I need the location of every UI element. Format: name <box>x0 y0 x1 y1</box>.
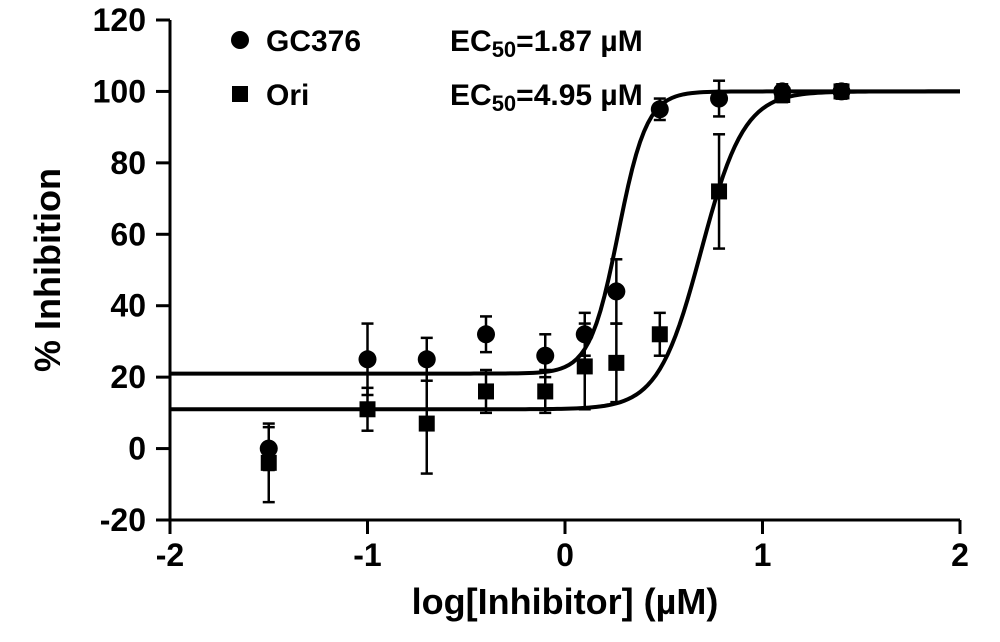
marker-square <box>537 383 553 399</box>
marker-circle <box>418 350 436 368</box>
y-tick-label: -20 <box>100 502 146 538</box>
y-tick-label: 120 <box>93 2 146 38</box>
legend-ec50-gc376: EC50=1.87 µM <box>450 25 643 62</box>
marker-square <box>360 401 376 417</box>
marker-circle <box>536 347 554 365</box>
y-tick-label: 40 <box>110 288 146 324</box>
y-tick-label: 80 <box>110 145 146 181</box>
y-tick-label: 0 <box>128 431 146 467</box>
y-axis-label: % Inhibition <box>27 168 68 372</box>
x-tick-label: 2 <box>951 537 969 573</box>
marker-square <box>711 183 727 199</box>
marker-circle <box>359 350 377 368</box>
marker-square <box>261 455 277 471</box>
marker-square <box>834 83 850 99</box>
marker-circle <box>607 282 625 300</box>
dose-response-chart: -2 -1 0 1 2 -20 0 20 40 60 80 100 120 log[Inhibitor] … <box>0 0 1000 642</box>
legend-label-gc376: GC376 <box>266 25 361 58</box>
marker-square <box>577 358 593 374</box>
legend-label-ori: Ori <box>266 79 309 112</box>
marker-circle <box>477 325 495 343</box>
marker-square <box>478 383 494 399</box>
y-tick-label: 20 <box>110 359 146 395</box>
x-axis-label: log[Inhibitor] (µM) <box>412 581 719 622</box>
marker-circle <box>710 90 728 108</box>
marker-square <box>608 355 624 371</box>
marker-square <box>652 326 668 342</box>
y-tick-label: 100 <box>93 73 146 109</box>
chart-svg: -2 -1 0 1 2 -20 0 20 40 60 80 100 120 log[Inhibitor] … <box>0 0 1000 642</box>
legend-marker-square <box>232 86 248 102</box>
marker-circle <box>651 100 669 118</box>
marker-square <box>419 416 435 432</box>
marker-square <box>774 87 790 103</box>
x-tick-label: 1 <box>754 537 772 573</box>
legend-marker-circle <box>231 31 249 49</box>
legend-ec50-ori: EC50=4.95 µM <box>450 79 643 116</box>
x-tick-label: -1 <box>353 537 381 573</box>
y-tick-label: 60 <box>110 216 146 252</box>
x-tick-label: -2 <box>156 537 184 573</box>
x-tick-label: 0 <box>556 537 574 573</box>
